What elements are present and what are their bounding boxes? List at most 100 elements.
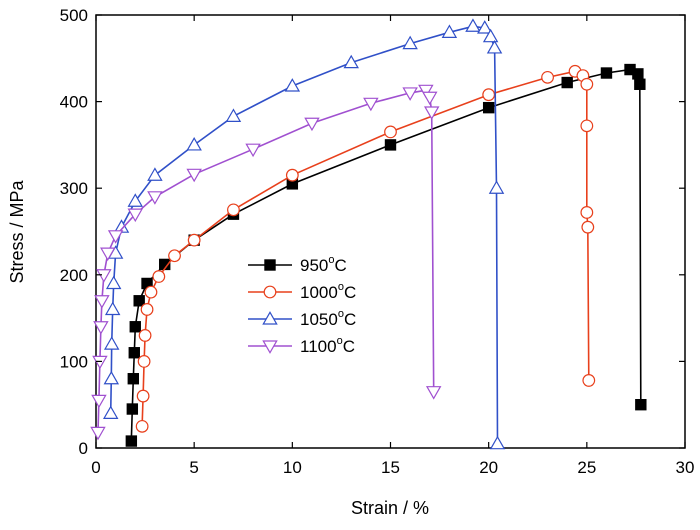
x-axis-title: Strain / %	[351, 498, 429, 518]
legend-marker	[264, 259, 276, 271]
data-point-950	[125, 435, 138, 447]
data-point-1000	[285, 168, 299, 182]
legend-value: 1100	[300, 337, 337, 356]
data-point-1100	[100, 247, 116, 262]
data-point-1000	[482, 88, 496, 102]
legend-superscript: o	[338, 281, 344, 293]
data-point-1100	[92, 355, 108, 370]
data-point-1100	[423, 106, 440, 120]
legend-marker	[262, 311, 278, 325]
data-point-1100	[402, 87, 418, 101]
data-point-1050	[489, 435, 506, 450]
y-tick-label: 100	[60, 352, 88, 371]
x-tick-label: 15	[381, 458, 400, 477]
data-point-1100	[96, 269, 112, 283]
series-1000	[135, 64, 596, 433]
data-point-1100	[363, 97, 379, 112]
x-tick-label: 30	[676, 458, 695, 477]
data-point-1050	[105, 275, 122, 290]
y-tick-label: 300	[60, 179, 88, 198]
data-point-1000	[580, 119, 594, 133]
data-point-950	[133, 295, 145, 307]
data-point-950	[129, 321, 141, 333]
series-line-1000	[141, 70, 590, 427]
data-point-950	[127, 373, 140, 385]
data-point-1100	[425, 386, 442, 400]
series-950	[125, 63, 647, 447]
data-point-1000	[581, 220, 595, 234]
data-point-1100	[186, 168, 202, 183]
data-point-1050	[104, 301, 121, 316]
data-point-1050	[186, 136, 202, 151]
data-point-1100	[127, 208, 144, 223]
legend-unit: C	[335, 256, 347, 275]
plot-frame	[95, 14, 686, 449]
data-point-1000	[168, 249, 181, 263]
data-point-1000	[135, 419, 149, 433]
data-point-950	[482, 101, 495, 114]
data-point-1050	[477, 20, 493, 34]
legend-item-1000: 1000oC	[248, 281, 356, 302]
data-point-1000	[144, 285, 158, 299]
plot-frame-layer	[95, 14, 686, 449]
legend-value: 1000	[300, 283, 338, 302]
data-point-1000	[227, 203, 240, 217]
x-tick-label: 25	[577, 458, 596, 477]
legend-item-1050: 1050oC	[248, 308, 356, 329]
data-point-950	[384, 139, 397, 151]
data-point-950	[634, 78, 646, 90]
legend-value: 950	[300, 256, 328, 275]
data-point-1100	[422, 91, 438, 106]
series-line-950	[130, 68, 642, 442]
legend-superscript: o	[338, 308, 344, 320]
data-point-1100	[418, 84, 434, 99]
data-point-1050	[102, 405, 119, 419]
data-point-950	[635, 399, 647, 411]
legend-value: 1050	[300, 310, 338, 329]
legend-unit: C	[343, 337, 355, 356]
data-point-1000	[541, 70, 554, 84]
y-tick-label: 200	[60, 266, 88, 285]
data-point-1100	[91, 394, 107, 409]
series-1100	[90, 84, 442, 441]
data-point-1050	[103, 336, 120, 350]
data-point-1050	[441, 24, 458, 38]
y-axis-title: Stress / MPa	[7, 180, 27, 284]
data-point-1000	[580, 77, 594, 91]
data-point-1050	[343, 54, 359, 69]
data-point-1050	[284, 78, 301, 92]
series-layer	[90, 18, 647, 450]
data-point-1050	[127, 193, 144, 207]
series-1050	[102, 18, 506, 450]
data-point-1100	[107, 230, 124, 244]
data-point-1000	[136, 389, 150, 403]
x-tick-label: 10	[283, 458, 302, 477]
data-point-1050	[465, 18, 481, 32]
data-point-1000	[187, 233, 201, 247]
legend-superscript: o	[328, 254, 334, 266]
data-point-950	[561, 76, 573, 89]
x-tick-label: 5	[189, 458, 198, 477]
x-tick-label: 20	[479, 458, 498, 477]
legend-item-1100: 1100oC	[248, 335, 355, 356]
data-point-1000	[582, 374, 596, 387]
data-point-1100	[147, 191, 163, 205]
legend-unit: C	[344, 310, 356, 329]
data-point-1050	[225, 108, 242, 122]
x-tick-label: 0	[91, 458, 100, 477]
data-point-1050	[488, 180, 505, 194]
y-tick-label: 500	[60, 6, 88, 25]
data-point-1000	[384, 125, 397, 139]
data-point-1000	[580, 206, 594, 219]
legend-label: 1050oC	[300, 308, 356, 329]
data-point-1100	[304, 117, 320, 132]
data-point-950	[632, 68, 644, 80]
series-line-1050	[109, 25, 499, 444]
data-point-1050	[482, 28, 499, 43]
data-point-1000	[138, 329, 152, 342]
y-tick-label: 400	[60, 93, 88, 112]
legend-marker	[263, 285, 277, 299]
legend-item-950: 950oC	[248, 254, 347, 275]
